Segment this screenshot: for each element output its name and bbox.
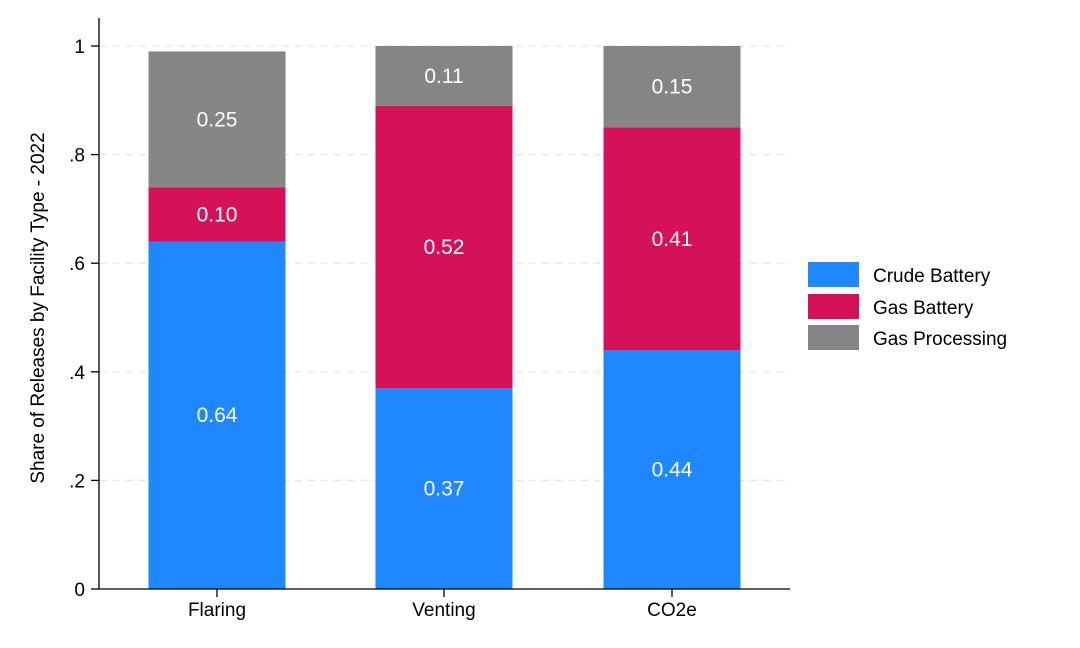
bar-segment [375, 388, 513, 589]
data-label: 0.15 [652, 76, 693, 99]
legend-swatch [808, 262, 859, 287]
bar-segment [148, 187, 286, 242]
bars [148, 46, 741, 590]
legend-label: Crude Battery [873, 266, 991, 287]
bar-segment [375, 46, 513, 106]
x-tick-label: CO2e [647, 600, 697, 621]
legend-label: Gas Processing [873, 329, 1007, 350]
y-tick-label: 1 [74, 37, 85, 58]
data-label: 0.25 [197, 108, 238, 131]
bar-segment [148, 51, 286, 188]
y-tick-label: .6 [69, 254, 85, 275]
legend-swatch [808, 325, 859, 350]
y-tick-label: .4 [69, 363, 85, 384]
y-axis-title: Share of Releases by Facility Type - 202… [28, 132, 49, 483]
x-tick-label: Venting [412, 600, 475, 621]
bar-segment [603, 127, 741, 351]
data-label: 0.64 [197, 404, 238, 427]
bar-segment [375, 105, 513, 389]
axes: 0 .2 .4 .6 .8 1 Flaring Venting CO2e Share of Rel… [28, 18, 790, 621]
data-label: 0.10 [197, 203, 238, 226]
data-label: 0.44 [652, 459, 693, 482]
bar-segment [603, 46, 741, 128]
x-tick-label: Flaring [188, 600, 246, 621]
data-label: 0.52 [424, 236, 465, 259]
data-label: 0.37 [424, 478, 465, 501]
y-tick-label: .2 [69, 471, 85, 492]
bar-segment [603, 350, 741, 589]
y-tick-label: 0 [74, 580, 85, 601]
data-label: 0.11 [424, 65, 463, 88]
legend-swatch [808, 294, 859, 319]
legend-label: Gas Battery [873, 298, 974, 319]
data-label: 0.41 [652, 228, 693, 251]
legend: Crude Battery Gas Battery Gas Processing [808, 262, 1007, 350]
y-tick-label: .8 [69, 146, 85, 167]
labels: 0.64 0.10 0.25 0.37 0.52 0.11 0.44 0.41 0.15 [197, 65, 693, 501]
bar-segment [148, 241, 286, 590]
